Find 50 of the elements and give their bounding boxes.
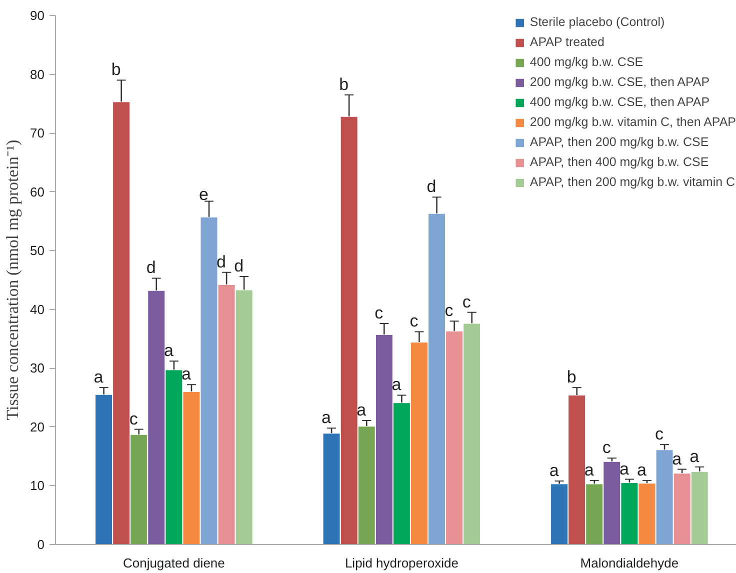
data-label: c [602,438,612,458]
data-label: a [584,460,594,480]
y-tick-label: 80 [30,66,45,82]
data-label: d [234,256,244,276]
legend-label: 400 mg/kg b.w. CSE [530,55,644,69]
data-label: c [655,424,664,444]
data-label: d [146,258,156,278]
data-label: c [374,303,384,322]
y-tick-label: 20 [30,419,45,434]
legend-label: APAP, then 400 mg/kg b.w. CSE [530,155,709,169]
data-label: a [672,449,682,468]
data-label: d [426,177,436,196]
y-tick-label: 30 [30,360,45,376]
data-label: c [129,409,138,428]
x-tick-label: Conjugated diene [122,556,225,570]
data-label: a [94,368,104,387]
data-label: a [356,400,367,420]
x-tick-label: Lipid hydroperoxide [344,556,458,570]
data-label: b [111,60,121,80]
data-label: c [462,292,472,312]
y-tick-label: 40 [30,302,45,317]
legend-label: 200 mg/kg b.w. vitamin C, then APAP [530,115,736,129]
data-label: a [164,341,174,360]
y-tick-label: 60 [30,184,45,200]
data-label: a [181,364,192,384]
data-label: c [444,301,454,320]
data-label: c [410,312,419,331]
y-tick-label: 0 [37,537,45,552]
data-label: e [199,185,208,204]
legend-label: APAP treated [530,35,604,49]
legend-label: 400 mg/kg b.w. CSE, then APAP [530,95,710,109]
data-label: a [690,446,700,466]
y-tick-label: 10 [30,478,45,494]
data-label: b [566,368,576,387]
data-label: a [619,459,630,478]
data-label: d [216,252,226,272]
legend-label: Sterile placebo (Control) [530,15,665,29]
y-tick-label: 90 [30,8,45,23]
data-label: a [322,408,332,428]
legend-label: APAP, then 200 mg/kg b.w. CSE [530,135,709,149]
legend-label: APAP, then 200 mg/kg b.w. vitamin C [530,175,736,189]
data-label: a [392,375,402,394]
x-tick-label: Malondialdehyde [580,556,679,570]
y-tick-label: 50 [30,243,45,258]
y-tick-label: 70 [30,126,45,141]
legend-label: 200 mg/kg b.w. CSE, then APAP [530,75,710,89]
data-label: a [637,460,647,480]
y-axis-title: Tissue concentration (nmol mg protein⁻¹) [3,140,22,420]
data-label: b [339,74,349,94]
data-label: a [549,461,560,480]
